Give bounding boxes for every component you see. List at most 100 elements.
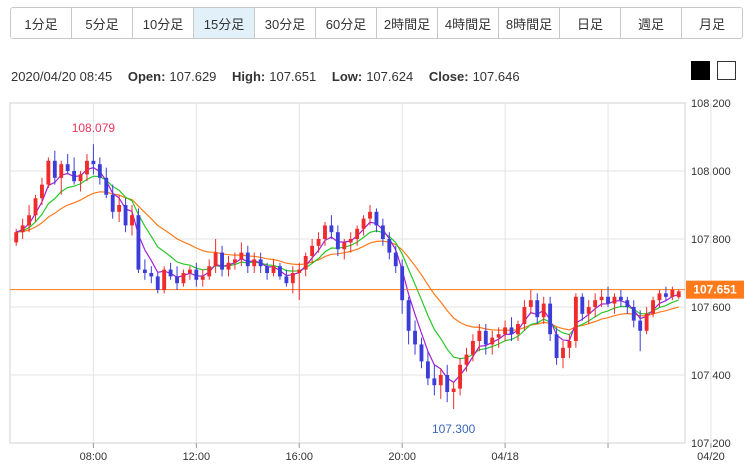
candle-body xyxy=(458,364,463,389)
candle-body xyxy=(232,259,237,263)
candle-body xyxy=(438,375,443,386)
candle-body xyxy=(284,276,289,284)
timeframe-tab[interactable]: 60分足 xyxy=(316,8,377,38)
timeframe-tab[interactable]: 15分足 xyxy=(194,8,255,38)
extreme-annotation: 108.079 xyxy=(72,121,116,135)
candle-body xyxy=(393,252,398,267)
candle-body xyxy=(252,259,257,267)
timeframe-tab[interactable]: 2時間足 xyxy=(377,8,438,38)
candle-body xyxy=(644,313,649,331)
candle-body xyxy=(290,273,295,284)
candle-body xyxy=(72,171,77,182)
candle-body xyxy=(14,232,19,243)
candle-body xyxy=(445,375,450,392)
x-tick-label: 12:00 xyxy=(183,451,211,463)
candle-body xyxy=(638,320,643,331)
candle-body xyxy=(335,232,340,250)
candle-body xyxy=(400,266,405,301)
close-label: Close: xyxy=(428,69,469,84)
candle-body xyxy=(239,252,244,260)
candle-body xyxy=(625,300,630,307)
candle-body xyxy=(464,354,469,365)
candle-body xyxy=(355,228,360,239)
timeframe-tab[interactable]: 1分足 xyxy=(11,8,72,38)
candle-body xyxy=(503,327,508,335)
candle-body xyxy=(541,303,546,318)
candle-body xyxy=(323,225,327,239)
timeframe-tabs: 1分足 5分足 10分足 15分足 30分足 60分足 2時間足 4時間足 8時間足 日足 週足 月足 xyxy=(10,7,743,39)
candle-body xyxy=(149,273,154,277)
timeframe-tab[interactable]: 5分足 xyxy=(72,8,133,38)
candle-body xyxy=(580,296,585,314)
candle-body xyxy=(368,211,372,219)
candle-body xyxy=(46,160,51,185)
candle-body xyxy=(651,300,655,314)
candle-body xyxy=(104,177,109,195)
candle-body xyxy=(78,174,83,182)
candle-body xyxy=(374,211,379,226)
candle-body xyxy=(85,160,89,175)
candle-body xyxy=(162,269,167,290)
dark-theme-swatch[interactable] xyxy=(691,61,710,80)
candle-body xyxy=(425,361,430,379)
candle-body xyxy=(618,296,623,301)
candle-body xyxy=(278,266,282,277)
timeframe-tab[interactable]: 30分足 xyxy=(255,8,316,38)
timeframe-tab[interactable]: 週足 xyxy=(621,8,682,38)
candle-body xyxy=(27,215,32,226)
candle-body xyxy=(213,252,218,267)
low-label: Low: xyxy=(331,69,363,84)
candle-body xyxy=(471,341,475,355)
candle-body xyxy=(220,252,224,270)
candle-body xyxy=(271,266,276,273)
timeframe-tab[interactable]: 8時間足 xyxy=(499,8,560,38)
open-label: Open: xyxy=(127,69,166,84)
light-theme-swatch[interactable] xyxy=(717,61,736,80)
candle-body xyxy=(612,296,617,304)
candle-body xyxy=(432,378,437,386)
x-tick-label: 08:00 xyxy=(80,451,108,463)
candle-body xyxy=(142,269,147,273)
candle-body xyxy=(297,269,302,273)
x-tick-label: 20:00 xyxy=(388,451,416,463)
candle-body xyxy=(130,215,134,226)
candle-body xyxy=(97,164,102,178)
candle-body xyxy=(548,303,553,335)
candle-body xyxy=(52,160,57,178)
extreme-annotation: 107.300 xyxy=(432,422,476,436)
ohlc-readout: 2020/04/20 08:45 Open: 107.629 High: 107.6… xyxy=(11,69,520,84)
candle-body xyxy=(110,194,115,212)
candle-body xyxy=(413,330,417,345)
current-price-tag xyxy=(686,280,744,299)
high-label: High: xyxy=(232,69,266,84)
candle-body xyxy=(155,276,160,290)
timeframe-tab[interactable]: 月足 xyxy=(682,8,742,38)
candle-body xyxy=(33,198,38,216)
candle-body xyxy=(477,330,482,341)
ma-mid-line xyxy=(16,175,679,360)
candle-body xyxy=(567,341,572,348)
candle-body xyxy=(40,184,44,199)
candle-body xyxy=(554,334,559,358)
candle-body xyxy=(207,266,212,277)
candle-body xyxy=(59,164,64,178)
candle-body xyxy=(419,344,424,362)
candle-body xyxy=(20,225,25,233)
plot-area xyxy=(9,102,686,444)
candle-body xyxy=(573,296,578,341)
x-tick-label: 04/18 xyxy=(491,451,519,463)
timeframe-tab[interactable]: 日足 xyxy=(560,8,621,38)
current-price-label: 107.651 xyxy=(693,283,737,297)
candle-body xyxy=(670,290,675,297)
x-tick-label: 04/20 xyxy=(697,451,725,463)
open-value: 107.629 xyxy=(169,69,217,84)
timeframe-tab[interactable]: 10分足 xyxy=(133,8,194,38)
candle-body xyxy=(490,337,495,345)
candle-body xyxy=(516,324,520,335)
timeframe-tab[interactable]: 4時間足 xyxy=(438,8,499,38)
candle-body xyxy=(522,307,527,324)
candle-body xyxy=(676,291,681,298)
candle-body xyxy=(226,262,231,270)
candle-body xyxy=(265,266,270,273)
